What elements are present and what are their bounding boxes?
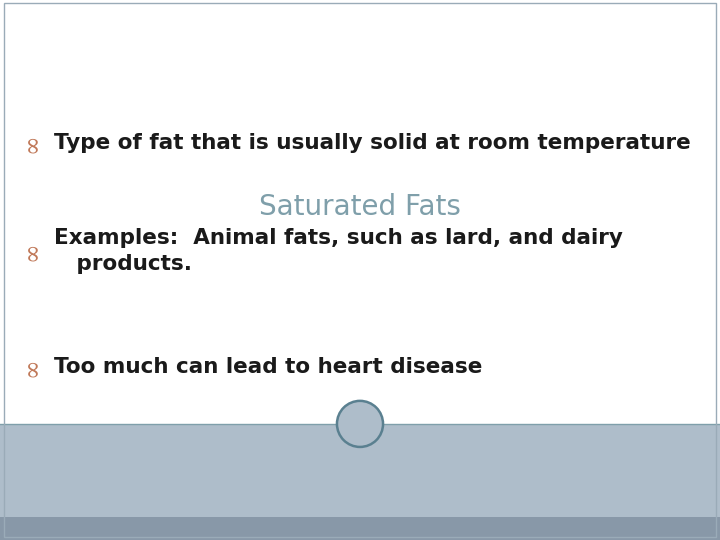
Text: ∞: ∞ <box>20 133 43 153</box>
Text: ∞: ∞ <box>20 241 43 261</box>
FancyBboxPatch shape <box>0 424 720 517</box>
Text: Examples:  Animal fats, such as lard, and dairy
   products.: Examples: Animal fats, such as lard, and… <box>54 228 623 274</box>
Text: Saturated Fats: Saturated Fats <box>259 193 461 220</box>
Text: ∞: ∞ <box>20 357 43 377</box>
FancyBboxPatch shape <box>0 0 720 424</box>
FancyBboxPatch shape <box>0 517 720 540</box>
Text: Type of fat that is usually solid at room temperature: Type of fat that is usually solid at roo… <box>54 133 690 153</box>
Ellipse shape <box>337 401 383 447</box>
Text: Too much can lead to heart disease: Too much can lead to heart disease <box>54 357 482 377</box>
